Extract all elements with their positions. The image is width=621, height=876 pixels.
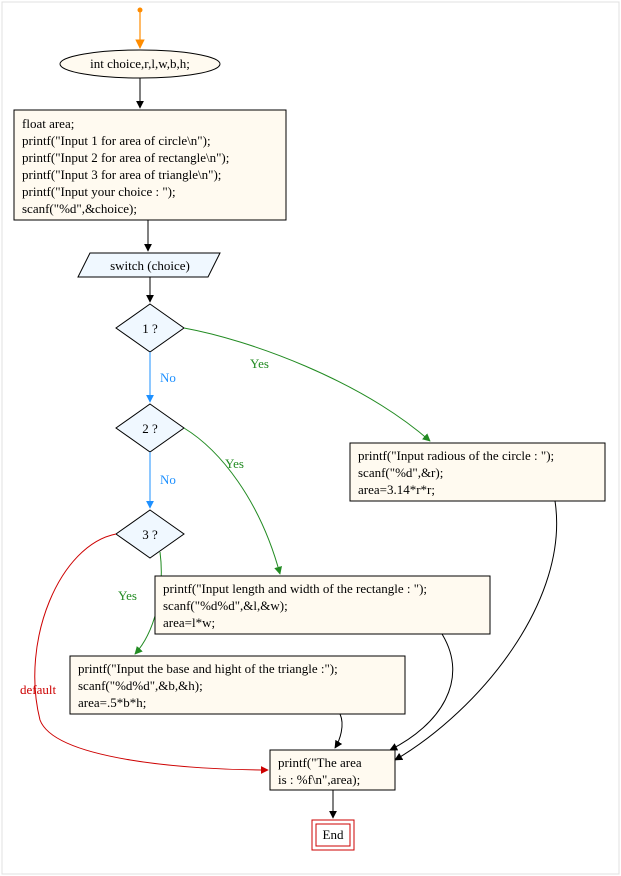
case2-line: scanf("%d%d",&l,&w); — [163, 598, 288, 613]
d1-yes-label: Yes — [250, 356, 269, 371]
case2-line: printf("Input length and width of the re… — [163, 581, 427, 596]
flowchart: int choice,r,l,w,b,h; float area; printf… — [0, 0, 621, 876]
case3-line: printf("Input the base and hight of the … — [78, 661, 338, 676]
init-line: printf("Input your choice : "); — [22, 184, 176, 199]
init-line: printf("Input 1 for area of circle\n"); — [22, 133, 211, 148]
d2-yes-label: Yes — [225, 456, 244, 471]
out-line: printf("The area — [278, 755, 362, 770]
init-line: float area; — [22, 116, 74, 131]
case3-line: area=.5*b*h; — [78, 695, 146, 710]
edge-d2-yes — [184, 428, 280, 574]
d1-text: 1 ? — [142, 321, 158, 336]
init-line: printf("Input 2 for area of rectangle\n"… — [22, 150, 229, 165]
d3-yes-label: Yes — [118, 588, 137, 603]
case2-line: area=l*w; — [163, 615, 215, 630]
case1-line: printf("Input radious of the circle : ")… — [358, 448, 554, 463]
init-line: scanf("%d",&choice); — [22, 201, 137, 216]
init-line: printf("Input 3 for area of triangle\n")… — [22, 167, 221, 182]
case1-line: scanf("%d",&r); — [358, 465, 443, 480]
case3-line: scanf("%d%d",&b,&h); — [78, 678, 203, 693]
d2-no-label: No — [160, 472, 176, 487]
edge-case3-out — [335, 714, 342, 748]
out-line: is : %f\n",area); — [278, 772, 360, 787]
end-text: End — [323, 827, 344, 842]
case1-line: area=3.14*r*r; — [358, 482, 435, 497]
d3-text: 3 ? — [142, 527, 158, 542]
d2-text: 2 ? — [142, 421, 158, 436]
edge-d3-default — [35, 534, 268, 770]
switch-text: switch (choice) — [110, 258, 190, 273]
d3-default-label: default — [20, 682, 56, 697]
edge-d1-yes — [184, 328, 430, 441]
decl-text: int choice,r,l,w,b,h; — [90, 56, 190, 71]
d1-no-label: No — [160, 370, 176, 385]
